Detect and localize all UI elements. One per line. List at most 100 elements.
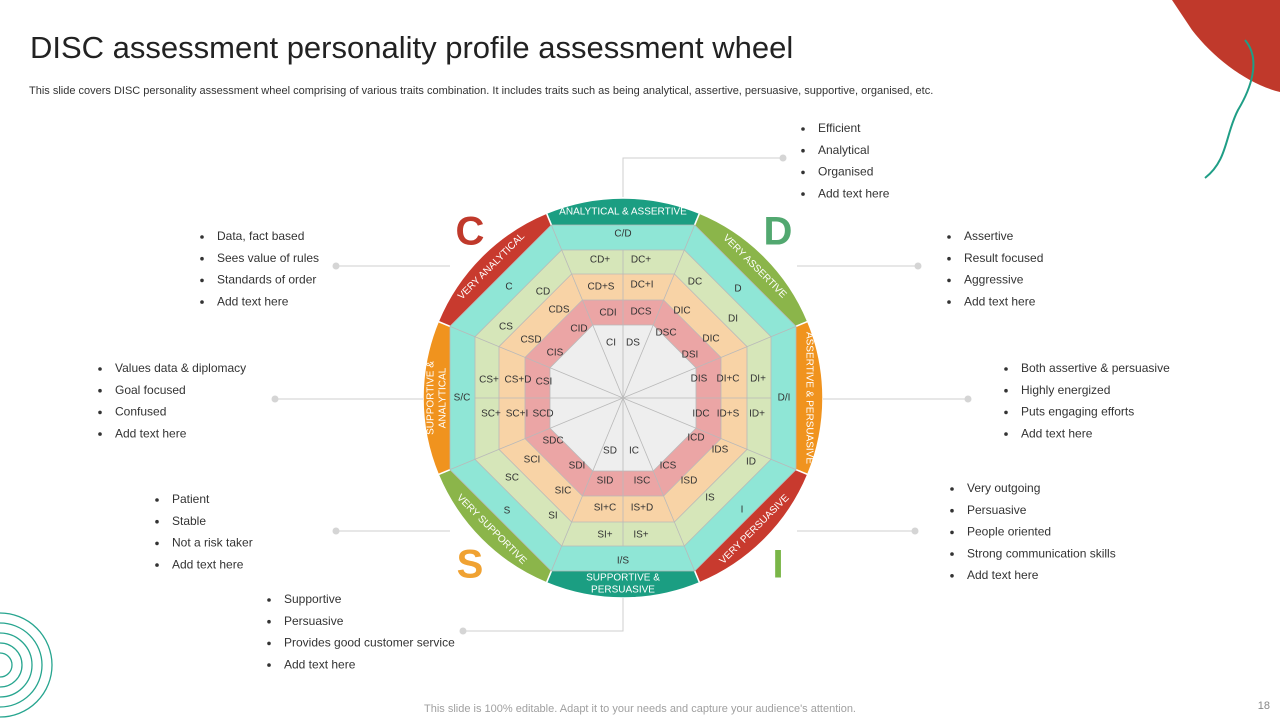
list-item: Add text here xyxy=(818,186,890,200)
divider xyxy=(449,397,624,471)
connector-dot xyxy=(779,154,787,162)
bullet xyxy=(947,278,951,283)
cell-label: DI+ xyxy=(750,374,766,385)
bullet xyxy=(267,641,271,646)
cell-label: ISC xyxy=(634,476,651,487)
decor-top-right xyxy=(1172,0,1280,179)
bullet xyxy=(950,552,954,556)
cell-label: DC+I xyxy=(630,280,653,291)
connector xyxy=(463,598,624,632)
divider xyxy=(622,224,696,399)
connector-dot xyxy=(964,395,972,403)
ring-label-text: ANALYTICAL & ASSERTIVE xyxy=(559,207,687,218)
cell-label: CS+ xyxy=(479,375,499,386)
list-item: Add text here xyxy=(967,568,1039,582)
cell-label: DSI xyxy=(682,350,699,361)
list-item: Values data & diplomacy xyxy=(115,361,246,375)
list-item: Assertive xyxy=(964,229,1014,243)
cell-label: SIC xyxy=(555,486,572,497)
cell-label: SCI xyxy=(524,455,541,466)
cell-label: IDS xyxy=(712,445,729,456)
cell-label: SC+ xyxy=(481,409,501,420)
cell-label: DC+ xyxy=(631,255,651,266)
cell-label: CID xyxy=(570,324,587,335)
cell-label: DSC xyxy=(655,328,676,339)
list-item: Both assertive & persuasive xyxy=(1021,361,1170,375)
bullet xyxy=(267,619,271,624)
list-item: Puts engaging efforts xyxy=(1021,405,1134,419)
cell-label: I xyxy=(741,505,744,516)
connector xyxy=(622,157,783,197)
bullet xyxy=(947,300,951,304)
bullet xyxy=(200,235,204,239)
bullet xyxy=(1004,410,1008,415)
cell-label: SI+ xyxy=(597,530,612,541)
connector-dot xyxy=(271,395,279,403)
ring-label: ASSERTIVE & PERSUASIVE xyxy=(803,332,814,464)
cell-label: IDC xyxy=(692,409,709,420)
list-item: Patient xyxy=(172,492,210,506)
connector-dot xyxy=(332,527,340,535)
list-item: People oriented xyxy=(967,525,1051,539)
bullet xyxy=(801,192,805,196)
disc-letter: C xyxy=(456,210,485,254)
list-item: Supportive xyxy=(284,592,342,606)
cell-label: ID+S xyxy=(717,409,740,420)
connector-dot xyxy=(911,527,919,535)
bullet xyxy=(200,278,204,283)
divider xyxy=(622,397,696,572)
cell-label: CDS xyxy=(548,305,569,316)
cell-label: ID xyxy=(746,457,756,468)
bullet xyxy=(947,256,951,261)
bullet xyxy=(155,519,159,524)
page-number: 18 xyxy=(1258,700,1270,712)
ring-label-text: SUPPORTIVE & xyxy=(586,573,660,584)
cell-label: IS+ xyxy=(633,530,648,541)
connector-dot xyxy=(914,262,922,270)
cell-label: DC xyxy=(688,277,702,288)
cell-label: SC+I xyxy=(506,409,529,420)
brush xyxy=(1172,0,1280,92)
subtitle: This slide covers DISC personality asses… xyxy=(29,85,933,97)
disc-letter: I xyxy=(772,543,783,587)
list-item: Persuasive xyxy=(967,503,1027,517)
cell-label: D xyxy=(734,284,741,295)
ring-label: SUPPORTIVE &PERSUASIVE xyxy=(586,573,660,596)
cell-label: SC xyxy=(505,473,519,484)
list-item: Highly energized xyxy=(1021,383,1110,397)
cell-label: CS xyxy=(499,322,513,333)
bullet xyxy=(155,563,159,567)
bullet xyxy=(98,432,102,436)
list-item: Not a risk taker xyxy=(172,536,253,550)
cell-label: SDC xyxy=(542,436,563,447)
bullet xyxy=(801,170,805,175)
bullet xyxy=(200,300,204,304)
cell-label: SID xyxy=(597,476,614,487)
cell-label: CI xyxy=(606,338,616,349)
cell-label: DI+C xyxy=(716,374,739,385)
list-item: Stable xyxy=(172,514,206,528)
bullet xyxy=(1004,388,1008,393)
cell-label: D/I xyxy=(778,393,791,404)
list-item: Sees value of rules xyxy=(217,251,319,265)
bullet xyxy=(801,127,805,131)
cell-label: ICD xyxy=(687,433,704,444)
cell-label: SI+C xyxy=(594,503,617,514)
bullet xyxy=(155,498,159,502)
list-item: Add text here xyxy=(217,294,289,308)
list-item: Very outgoing xyxy=(967,481,1040,495)
disc-letter: S xyxy=(457,543,484,587)
ring-label: ANALYTICAL & ASSERTIVE xyxy=(559,207,687,218)
cell-label: ISD xyxy=(681,476,698,487)
cell-label: CD+S xyxy=(588,282,615,293)
connector-dot xyxy=(332,262,340,270)
list-item: Persuasive xyxy=(284,614,344,628)
bullet xyxy=(98,410,102,415)
ring-label-text: ANALYTICAL xyxy=(438,367,449,428)
ring-label-text: ASSERTIVE & PERSUASIVE xyxy=(803,332,814,464)
divider xyxy=(622,325,797,399)
bullet xyxy=(1004,367,1008,371)
list-item: Add text here xyxy=(964,294,1036,308)
cell-label: IC xyxy=(629,446,639,457)
